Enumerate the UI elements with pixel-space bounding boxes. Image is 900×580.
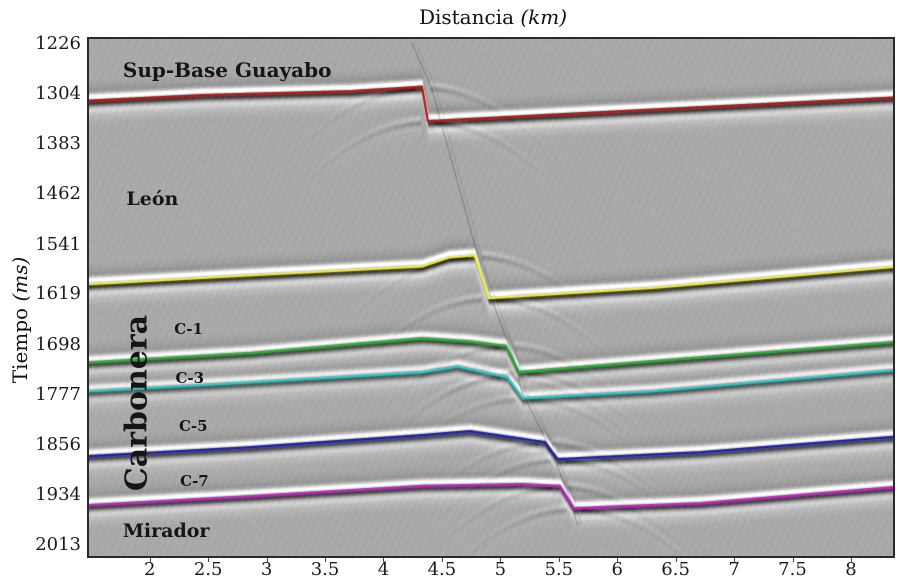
x-axis-title-text: Distancia — [419, 5, 514, 29]
seismic-figure: Distancia (km) Tiempo (ms) Sup-Base Guay… — [0, 0, 900, 580]
x-tick-mark — [617, 558, 618, 562]
y-tick-label: 1856 — [17, 435, 81, 455]
y-tick-label: 1304 — [17, 84, 81, 104]
x-tick-mark — [325, 558, 326, 562]
x-tick-mark — [676, 558, 677, 562]
x-tick-label: 5.5 — [531, 559, 587, 580]
x-tick-label: 7 — [706, 559, 762, 580]
x-tick-mark — [267, 558, 268, 562]
label-sup-base-guayabo: Sup-Base Guayabo — [123, 58, 332, 82]
y-tick-label: 1934 — [17, 485, 81, 505]
x-tick-label: 8 — [823, 559, 879, 580]
x-tick-label: 2 — [122, 559, 178, 580]
x-tick-mark — [208, 558, 209, 562]
y-tick-label: 1383 — [17, 134, 81, 154]
x-tick-mark — [793, 558, 794, 562]
x-tick-mark — [851, 558, 852, 562]
x-tick-label: 6.5 — [648, 559, 704, 580]
y-axis-title: Tiempo (ms) — [8, 257, 32, 384]
x-tick-mark — [500, 558, 501, 562]
x-tick-label: 7.5 — [765, 559, 821, 580]
y-tick-label: 1619 — [17, 284, 81, 304]
x-tick-label: 4 — [355, 559, 411, 580]
y-tick-label: 1462 — [17, 184, 81, 204]
x-tick-mark — [442, 558, 443, 562]
label-mirador: Mirador — [123, 520, 210, 542]
label-c-5: C-5 — [179, 417, 208, 435]
plot-area: Sup-Base Guayabo León Carbonera C-1 C-3 C-5 C-… — [87, 37, 895, 558]
y-tick-label: 2013 — [17, 535, 81, 555]
label-c-1: C-1 — [174, 320, 203, 338]
label-c-3: C-3 — [175, 369, 204, 387]
y-tick-label: 1226 — [17, 34, 81, 54]
y-tick-label: 1541 — [17, 235, 81, 255]
seismic-image — [89, 39, 893, 556]
x-tick-mark — [150, 558, 151, 562]
x-tick-label: 2.5 — [180, 559, 236, 580]
label-le-n: León — [126, 188, 178, 210]
y-tick-label: 1698 — [17, 335, 81, 355]
x-axis-title: Distancia (km) — [89, 5, 897, 29]
x-axis-title-unit: (km) — [520, 5, 567, 29]
x-tick-label: 3 — [239, 559, 295, 580]
x-tick-label: 5 — [472, 559, 528, 580]
x-tick-label: 6 — [589, 559, 645, 580]
x-tick-mark — [734, 558, 735, 562]
label-c-7: C-7 — [180, 472, 209, 490]
y-tick-label: 1777 — [17, 385, 81, 405]
x-tick-mark — [559, 558, 560, 562]
x-tick-label: 3.5 — [297, 559, 353, 580]
x-tick-label: 4.5 — [414, 559, 470, 580]
x-tick-mark — [383, 558, 384, 562]
label-carbonera: Carbonera — [119, 315, 154, 491]
